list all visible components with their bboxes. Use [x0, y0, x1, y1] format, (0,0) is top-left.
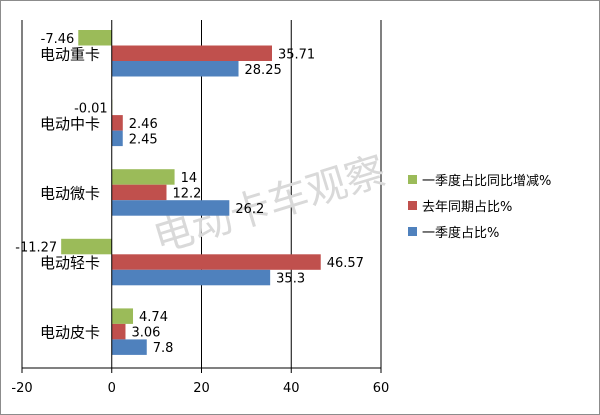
bar-2-2	[111, 200, 230, 216]
category-label: 电动轻卡	[40, 254, 100, 272]
bar-2-1	[111, 184, 167, 201]
bar-3-0	[61, 238, 112, 255]
legend-swatch	[408, 227, 417, 236]
x-tick-label: 0	[108, 381, 116, 396]
bar-4-1	[111, 323, 126, 340]
data-label: 12.2	[172, 186, 201, 201]
x-tick-label: -20	[11, 381, 32, 396]
x-tick-label: 20	[193, 381, 210, 396]
legend-label: 一季度占比%	[422, 225, 499, 241]
category-label: 电动微卡	[40, 184, 100, 202]
data-label: 3.06	[131, 326, 160, 341]
bar-3-2	[111, 269, 271, 286]
data-label: 28.25	[245, 63, 282, 78]
x-tick-label: 40	[283, 381, 300, 396]
legend-swatch	[408, 201, 417, 210]
bar-0-1	[111, 45, 272, 61]
category-label: 电动皮卡	[40, 324, 100, 342]
data-label: 26.2	[235, 202, 264, 217]
legend-label: 去年同期占比%	[422, 200, 512, 215]
legend-label: 一季度占比同比增减%	[422, 173, 551, 189]
bar-0-0	[78, 30, 112, 46]
category-label: 电动重卡	[40, 45, 100, 63]
legend-swatch	[408, 175, 417, 184]
bar-2-0	[111, 169, 175, 185]
bar-1-2	[111, 130, 123, 147]
data-label: -0.01	[74, 101, 108, 116]
bar-4-2	[111, 339, 147, 355]
data-label: 2.46	[129, 117, 158, 132]
data-label: 35.3	[276, 272, 305, 287]
x-tick-label: 60	[373, 381, 390, 396]
bar-0-2	[111, 61, 239, 77]
data-label: 14	[181, 171, 198, 186]
data-label: 4.74	[139, 310, 168, 325]
bar-1-1	[111, 115, 123, 131]
category-label: 电动中卡	[40, 115, 100, 133]
data-label: 7.8	[153, 341, 174, 356]
data-label: 2.45	[129, 132, 158, 147]
data-label: 35.71	[278, 47, 315, 62]
bar-4-0	[111, 308, 134, 324]
data-label: -7.46	[41, 32, 75, 47]
data-label: -11.27	[15, 241, 57, 256]
bar-3-1	[111, 254, 321, 270]
data-label: 46.57	[327, 256, 364, 271]
